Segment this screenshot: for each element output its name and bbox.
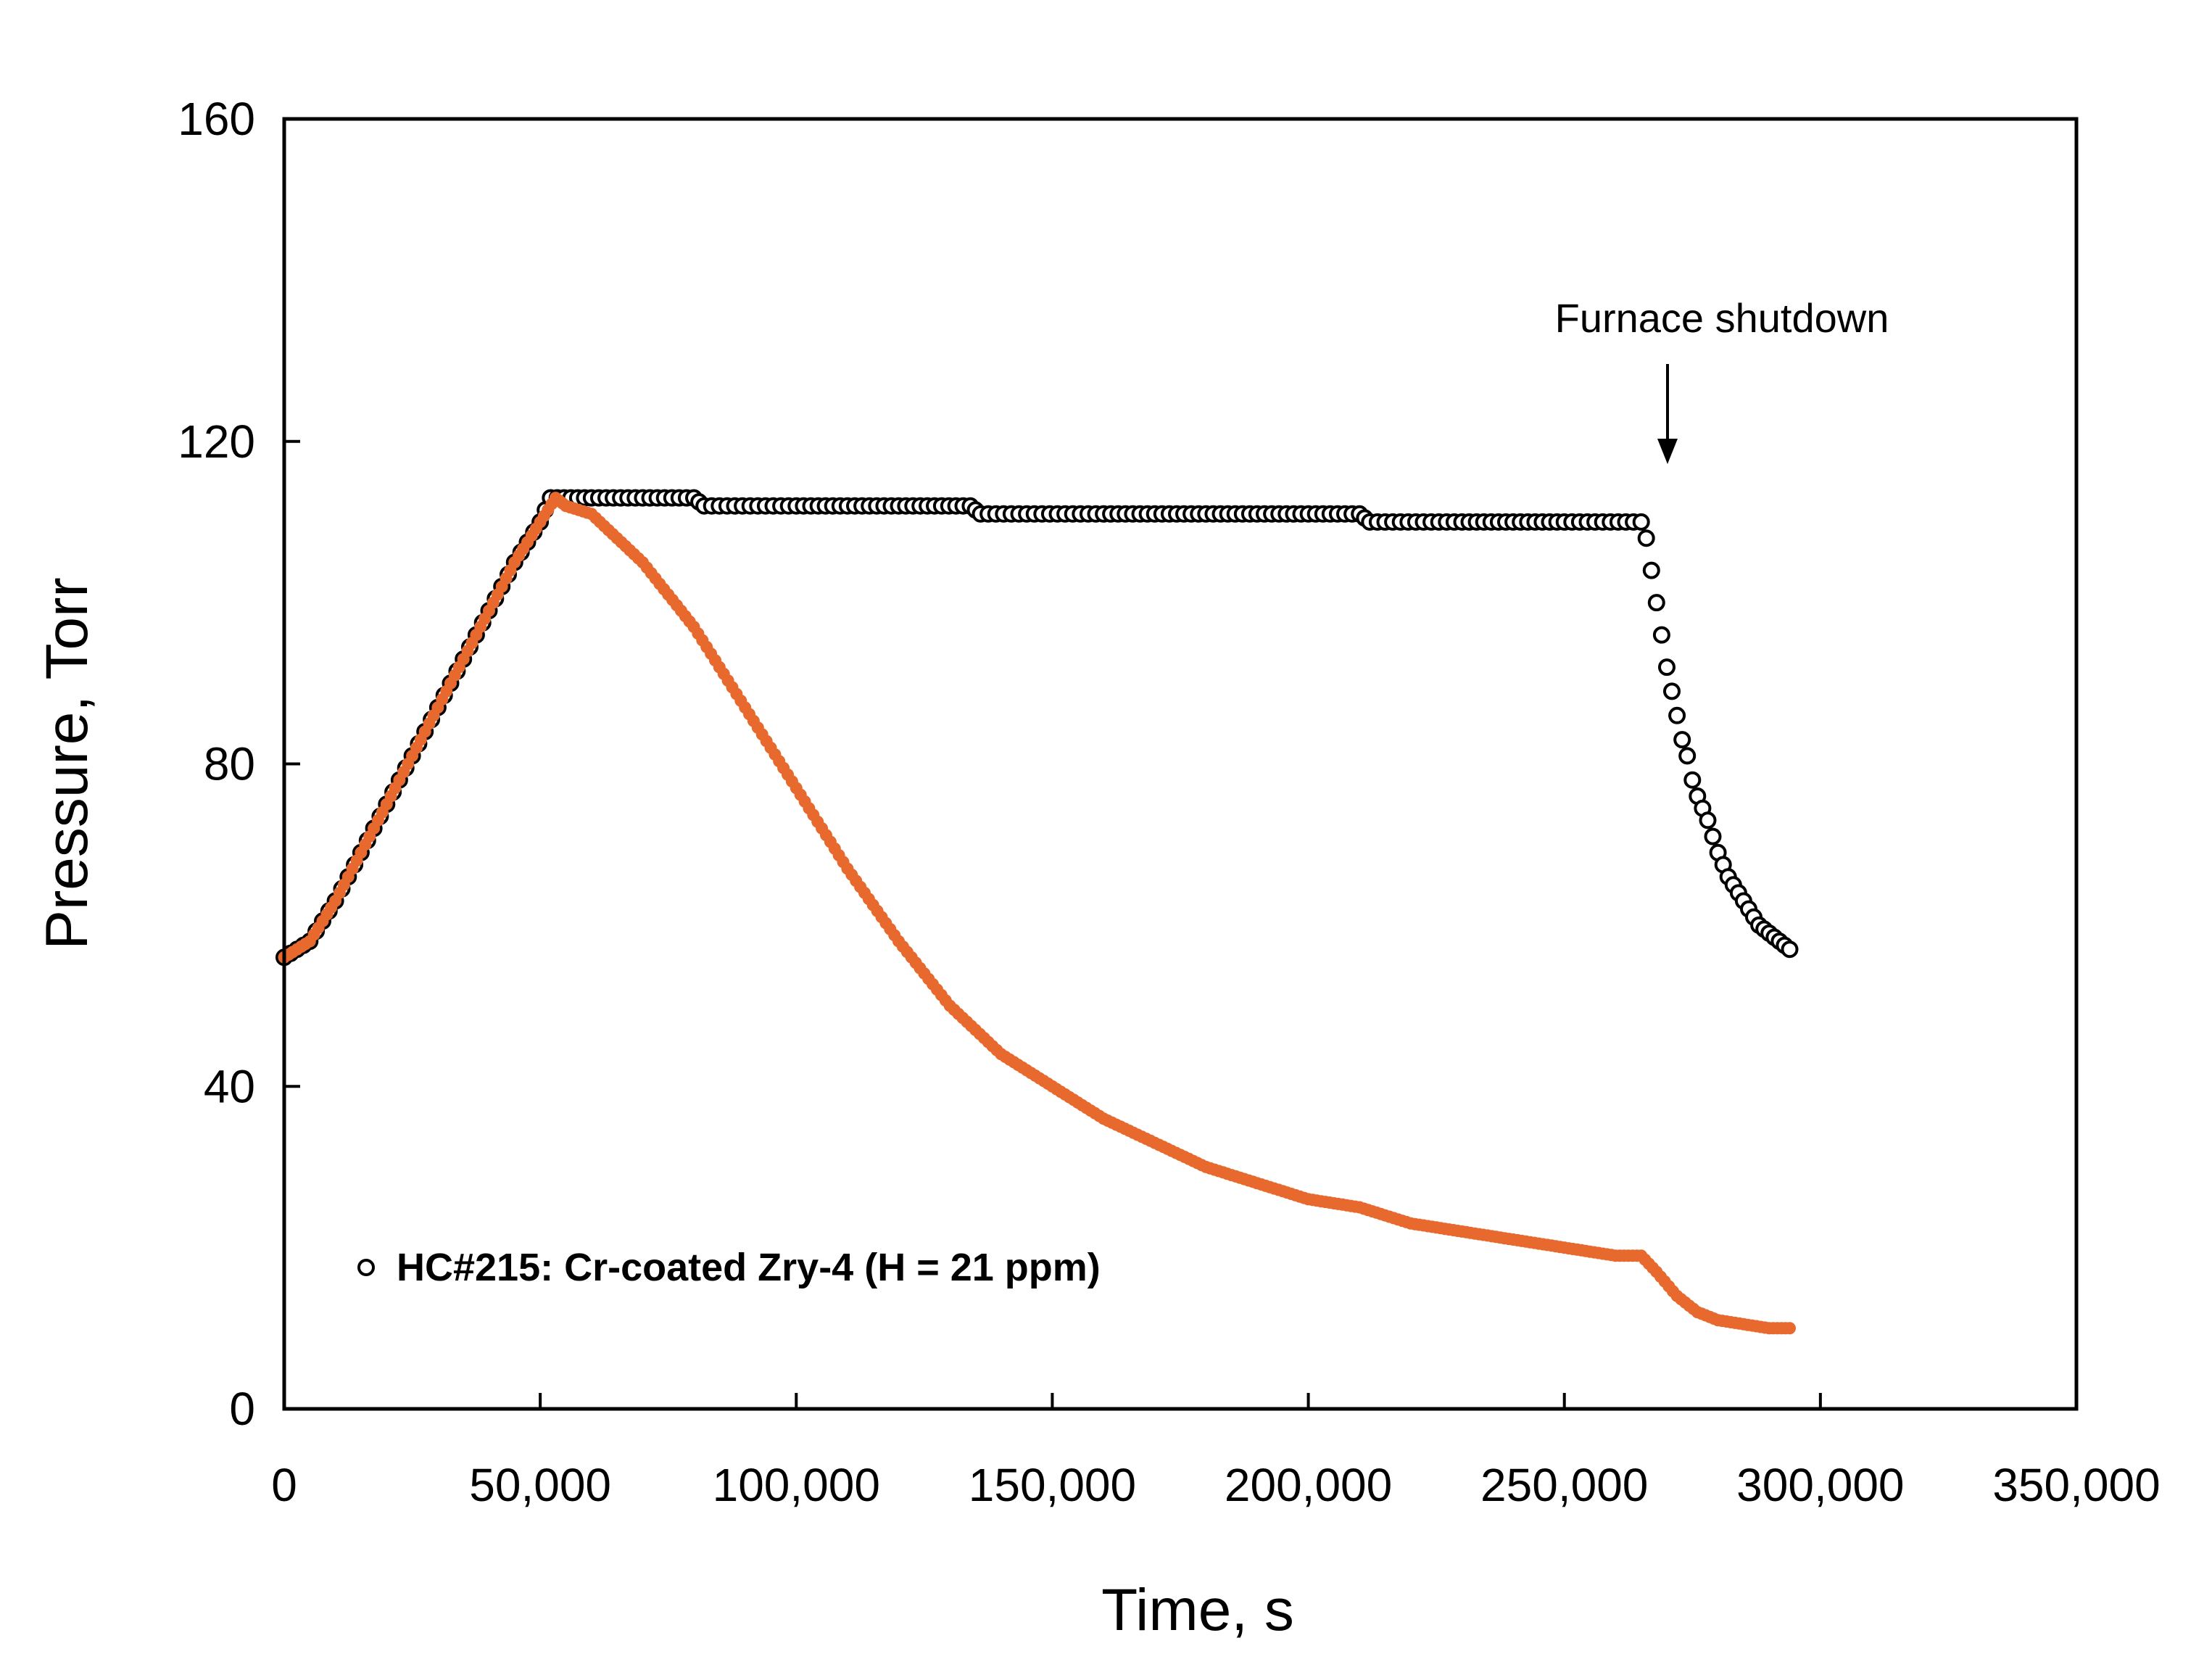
data-point [1652,626,1670,644]
data-point [1668,706,1686,724]
y-tick-label: 120 [178,415,255,468]
y-axis-title: Pressure, Torr [34,577,100,949]
x-tick-label: 50,000 [469,1459,611,1511]
data-point [1642,561,1660,579]
data-point [1781,940,1799,959]
data-point [1647,594,1665,612]
series-0 [276,489,1799,967]
y-tick-label: 0 [229,1383,255,1435]
data-point [1699,811,1717,830]
x-tick-label: 250,000 [1480,1459,1648,1511]
x-axis-ticks: 0 50,000 100,000 150,000 200,000 250,000 300,0… [271,1393,2161,1511]
x-tick-label: 300,000 [1736,1459,1904,1511]
annotation-furnace-shutdown: Furnace shutdown [1555,295,1889,341]
annotation-arrow-head [1657,439,1678,464]
data-point [1663,682,1681,700]
data-point [1678,747,1697,765]
data-point [1673,731,1691,749]
legend: HC#215: Cr-coated Zry-4 (H = 21 ppm) [357,1246,1101,1289]
x-tick-label: 150,000 [969,1459,1136,1511]
y-tick-label: 40 [204,1060,255,1112]
x-tick-label: 0 [271,1459,297,1511]
data-point [1632,513,1650,531]
x-tick-label: 100,000 [713,1459,880,1511]
y-tick-label: 80 [204,738,255,790]
series-layer [276,489,1799,1335]
x-axis-title: Time, s [1101,1577,1294,1643]
data-point [1637,529,1655,547]
y-tick-label: 160 [178,93,255,145]
series-1 [278,492,1796,1335]
legend-marker [357,1259,375,1276]
plot-frame [282,117,2079,1411]
x-tick-label: 200,000 [1225,1459,1392,1511]
data-point [1658,658,1675,677]
x-tick-label: 350,000 [1992,1459,2160,1511]
y-axis-ticks: 0 40 80 120 160 [178,93,300,1435]
data-point [1704,827,1722,845]
data-point [1683,771,1702,789]
legend-label: HC#215: Cr-coated Zry-4 (H = 21 ppm) [397,1246,1101,1289]
data-point [1784,1322,1796,1335]
